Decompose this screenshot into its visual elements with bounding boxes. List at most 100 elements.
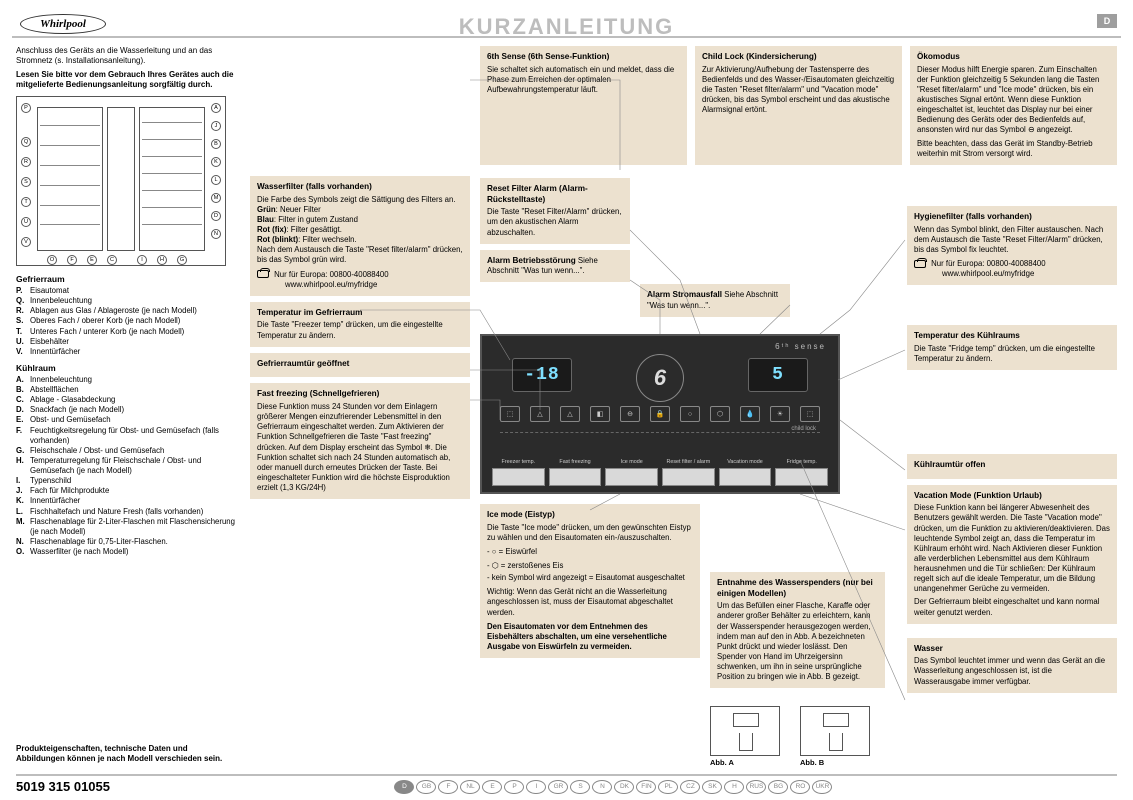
legend-row: E.Obst- und Gemüsefach	[16, 415, 236, 425]
alarm-strom-wrap: Alarm Stromausfall Siehe Abschnitt "Was …	[640, 284, 790, 323]
lang-badge: I	[526, 780, 546, 794]
alarm-betrieb-box: Alarm Betriebsstörung Siehe Abschnitt "W…	[480, 250, 630, 283]
lang-badge: E	[482, 780, 502, 794]
warning-icon: △	[530, 406, 550, 422]
childlock-divider	[500, 432, 820, 433]
wasserfilter-line: Die Farbe des Symbols zeigt die Sättigun…	[257, 195, 463, 205]
fridge-door	[139, 107, 205, 251]
temp-gefrier-box: Temperatur im Gefrierraum Die Taste "Fre…	[250, 302, 470, 347]
entnahme-box: Entnahme des Wasserspenders (nur bei ein…	[710, 572, 885, 688]
water-drop-icon: 💧	[740, 406, 760, 422]
lang-badge: GR	[548, 780, 568, 794]
legend-row: M.Flaschenablage für 2-Liter-Flaschen mi…	[16, 517, 236, 537]
crushed-ice-icon: ⬡	[710, 406, 730, 422]
ice-cube-icon: ○	[680, 406, 700, 422]
entnahme-wrap: Entnahme des Wasserspenders (nur bei ein…	[710, 572, 885, 694]
intro-read-manual: Lesen Sie bitte vor dem Gebrauch Ihres G…	[16, 70, 236, 90]
panel-icon-row: ⬚ △ △ ◧ ⊖ 🔒 ○ ⬡ 💧 ☀ ⬚	[500, 406, 820, 422]
legend-row: C.Ablage - Glasabdeckung	[16, 395, 236, 405]
lang-badge: N	[592, 780, 612, 794]
dispenser-figures: Abb. A Abb. B	[710, 706, 890, 767]
ice-mode-wrap: Ice mode (Eistyp) Die Taste "Ice mode" d…	[480, 504, 700, 664]
panel-btn-labels: Freezer temp. Fast freezing Ice mode Res…	[492, 460, 828, 466]
filter-icon: ◧	[590, 406, 610, 422]
ice-mode-button[interactable]	[605, 468, 658, 486]
top-row: 6th Sense (6th Sense-Funktion) Sie schal…	[480, 46, 1117, 165]
right-stack-bottom: Kühlraumtür offen Vacation Mode (Funktio…	[907, 454, 1117, 699]
vacation-mode-button[interactable]	[719, 468, 772, 486]
control-panel: 6ᵗʰ sense -18 6 5 ⬚ △ △ ◧ ⊖ 🔒 ○ ⬡ 💧 ☀ ⬚ …	[480, 334, 840, 494]
door-open-icon: ⬚	[500, 406, 520, 422]
intro-connection: Anschluss des Geräts an die Wasserleitun…	[16, 46, 236, 66]
lang-badge: NL	[460, 780, 480, 794]
legend-row: Q.Innenbeleuchtung	[16, 296, 236, 306]
legend-row: N.Flaschenablage für 0,75-Liter-Flaschen…	[16, 537, 236, 547]
childlock-label: child lock	[791, 426, 816, 432]
lang-badge: PL	[658, 780, 678, 794]
lang-badge: UKR	[812, 780, 832, 794]
lang-badge: FIN	[636, 780, 656, 794]
lock-icon: 🔒	[650, 406, 670, 422]
fridge-legend-title: Kühlraum	[16, 363, 236, 373]
fridge-temp-display: 5	[748, 358, 808, 392]
legend-row: H.Temperaturregelung für Fleischschale /…	[16, 456, 236, 476]
gefrier-offen-box: Gefrierraumtür geöffnet	[250, 353, 470, 378]
wasserfilter-phone: Nur für Europa: 00800-40088400	[257, 270, 463, 280]
fast-freezing-button[interactable]	[549, 468, 602, 486]
lang-badge: P	[504, 780, 524, 794]
freezer-door	[37, 107, 103, 251]
legend-row: I.Typenschild	[16, 476, 236, 486]
center-panel	[107, 107, 135, 251]
door-open-r-icon: ⬚	[800, 406, 820, 422]
ice-mode-box: Ice mode (Eistyp) Die Taste "Ice mode" d…	[480, 504, 700, 658]
alarm-strom-box: Alarm Stromausfall Siehe Abschnitt "Was …	[640, 284, 790, 317]
freezer-temp-button[interactable]	[492, 468, 545, 486]
legend-row: D.Snackfach (je nach Modell)	[16, 405, 236, 415]
legend-row: F.Feuchtigkeitsregelung für Obst- und Ge…	[16, 426, 236, 446]
panel-brand: 6ᵗʰ sense	[775, 342, 826, 351]
legend-row: T.Unteres Fach / unterer Korb (je nach M…	[16, 327, 236, 337]
legend-row: L.Fischhaltefach und Nature Fresh (falls…	[16, 507, 236, 517]
header-divider	[12, 36, 1121, 38]
wasserfilter-url: www.whirlpool.eu/myfridge	[285, 280, 463, 290]
fig-b: Abb. B	[800, 706, 870, 767]
legend-row: U.Eisbehälter	[16, 337, 236, 347]
footer: 5019 315 01055 DGBFNLEPIGRSNDKFINPLCZSKH…	[16, 774, 1117, 794]
temp-kuehl-box: Temperatur des Kühlraums Die Taste "Frid…	[907, 325, 1117, 370]
legend-row: B.Abstellflächen	[16, 385, 236, 395]
fridge-diagram: P Q R S T U V A J B K L M D N O F E C I …	[16, 96, 226, 266]
right-stack: Hygienefilter (falls vorhanden) Wenn das…	[907, 206, 1117, 376]
lang-badge: S	[570, 780, 590, 794]
hygiene-phone: Nur für Europa: 00800-40088400	[914, 259, 1110, 269]
lang-badge: DK	[614, 780, 634, 794]
legend-row: K.Innentürfächer	[16, 496, 236, 506]
six-sense-icon: 6	[636, 354, 684, 402]
dispenser-a	[710, 706, 780, 756]
legend-row: P.Eisautomat	[16, 286, 236, 296]
freezer-legend: Gefrierraum P.EisautomatQ.Innenbeleuchtu…	[16, 274, 236, 357]
child-lock-box: Child Lock (Kindersicherung) Zur Aktivie…	[695, 46, 902, 165]
hygienefilter-box: Hygienefilter (falls vorhanden) Wenn das…	[907, 206, 1117, 285]
sixth-sense-box: 6th Sense (6th Sense-Funktion) Sie schal…	[480, 46, 687, 165]
mid-callouts: Reset Filter Alarm (Alarm-Rückstelltaste…	[480, 178, 730, 288]
wasserfilter-line: Rot (fix): Filter gesättigt.	[257, 225, 463, 235]
wasserfilter-line: Blau: Filter in gutem Zustand	[257, 215, 463, 225]
fridge-legend: Kühlraum A.InnenbeleuchtungB.Abstellfläc…	[16, 363, 236, 557]
legend-row: A.Innenbeleuchtung	[16, 375, 236, 385]
fridge-temp-button[interactable]	[775, 468, 828, 486]
legend-row: G.Fleischschale / Obst- und Gemüsefach	[16, 446, 236, 456]
wasserfilter-line: Rot (blinkt): Filter wechseln.	[257, 235, 463, 245]
lang-badge: BG	[768, 780, 788, 794]
freezer-temp-display: -18	[512, 358, 572, 392]
legend-row: J.Fach für Milchprodukte	[16, 486, 236, 496]
wasserfilter-box: Wasserfilter (falls vorhanden) Die Farbe…	[250, 176, 470, 296]
lang-badge: RUS	[746, 780, 766, 794]
middle-column: Wasserfilter (falls vorhanden) Die Farbe…	[250, 46, 470, 505]
fig-a: Abb. A	[710, 706, 780, 767]
eco-icon: ⊖	[620, 406, 640, 422]
dispenser-b	[800, 706, 870, 756]
lang-badge: GB	[416, 780, 436, 794]
legend-row: V.Innentürfächer	[16, 347, 236, 357]
reset-filter-button[interactable]	[662, 468, 715, 486]
language-list: DGBFNLEPIGRSNDKFINPLCZSKHRUSBGROUKR	[110, 780, 1117, 794]
